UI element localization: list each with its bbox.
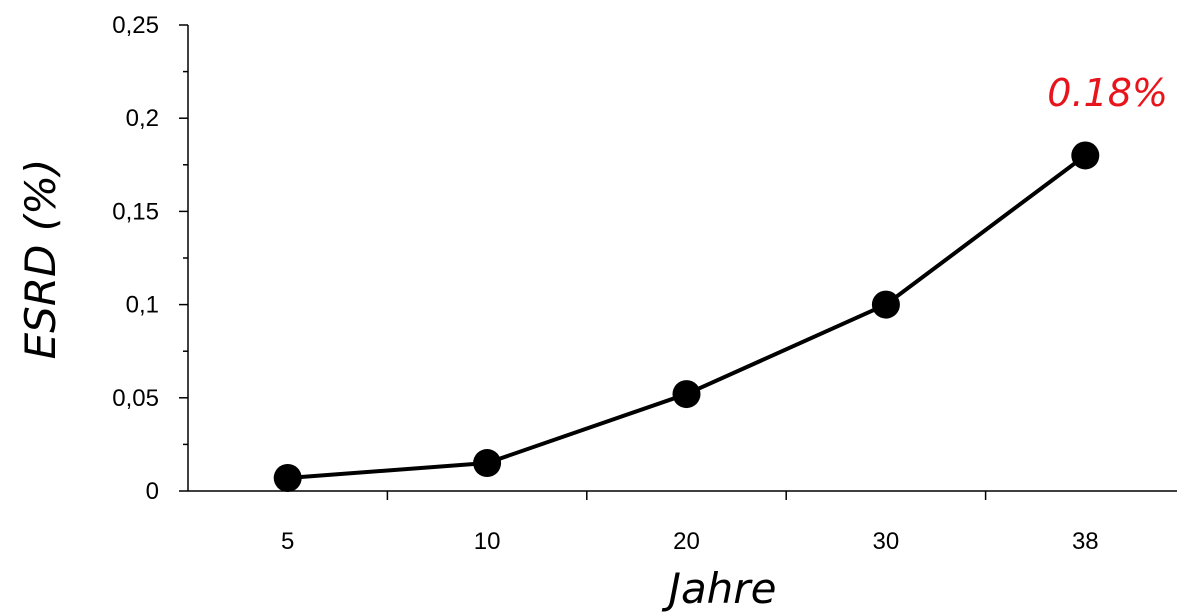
y-tick-label: 0 [146, 478, 159, 505]
x-tick-label: 5 [281, 528, 294, 555]
annotation-label: 0.18% [1047, 71, 1168, 115]
series-line [287, 153, 1087, 480]
x-axis-ticks: 5 10 20 30 38 [281, 491, 1099, 555]
data-point [672, 380, 701, 409]
y-axis-ticks: 0 0,05 0,1 0,15 0,2 0,25 [112, 12, 188, 505]
series-group [273, 141, 1100, 492]
x-tick-label: 30 [873, 528, 900, 555]
data-point [1071, 141, 1100, 170]
axes [187, 25, 1177, 492]
x-tick-label: 10 [474, 528, 501, 555]
x-axis-title: Jahre [662, 564, 777, 612]
y-tick-label: 0,25 [112, 12, 159, 39]
data-point [871, 290, 900, 319]
y-tick-label: 0,1 [126, 292, 159, 319]
y-axis-title: ESRD (%) [16, 159, 65, 360]
x-tick-label: 20 [673, 528, 700, 555]
y-tick-label: 0,2 [126, 105, 159, 132]
y-tick-label: 0,15 [112, 198, 159, 225]
data-point [473, 449, 502, 478]
data-point [273, 463, 302, 492]
x-tick-label: 38 [1072, 528, 1099, 555]
y-tick-label: 0,05 [112, 385, 159, 412]
